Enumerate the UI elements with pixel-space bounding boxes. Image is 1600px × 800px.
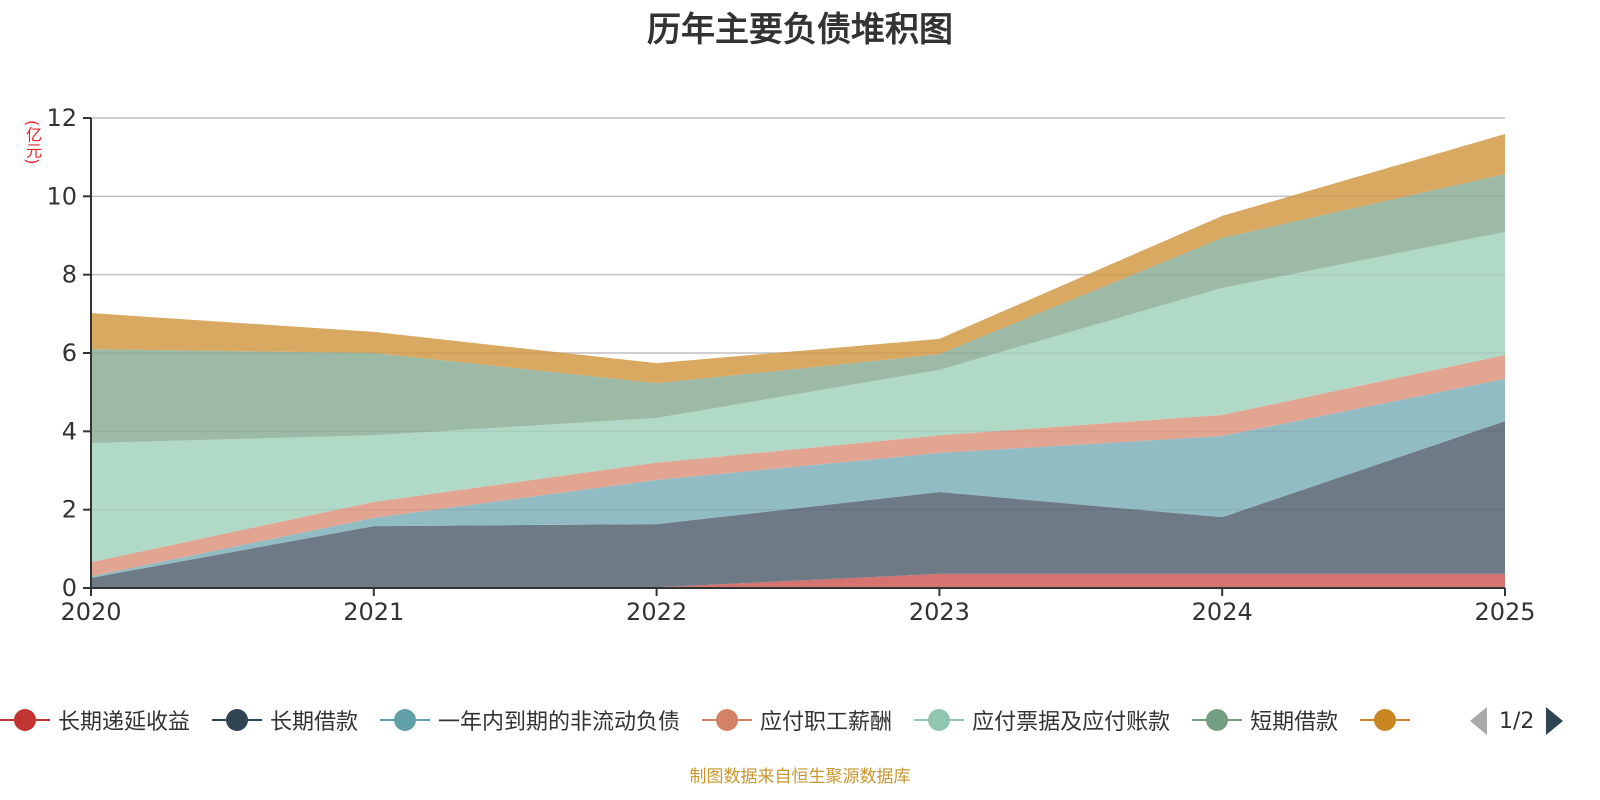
x-tick-label: 2021 — [343, 598, 404, 626]
legend-marker-icon — [212, 709, 263, 731]
legend-label: 应付职工薪酬 — [760, 710, 893, 735]
y-axis-unit-label: (亿元) — [23, 120, 42, 165]
legend-prev-page-icon[interactable] — [1470, 707, 1487, 735]
legend-item[interactable]: 一年内到期的非流动负债 — [380, 704, 680, 736]
area-series-4 — [91, 231, 1505, 563]
area-series — [91, 117, 1507, 588]
data-point — [937, 337, 941, 341]
legend-marker-icon — [380, 709, 431, 731]
x-tick-label: 2025 — [1474, 598, 1535, 626]
data-point — [1503, 132, 1507, 136]
x-tick-label: 2022 — [626, 598, 687, 626]
legend-label: 短期借款 — [1250, 710, 1339, 735]
legend: 长期递延收益 长期借款 一年内到期的非流动负债 应付职工薪酬 应付票据及应付账款 短期借款 — [0, 700, 1600, 740]
area-series-1 — [91, 421, 1505, 588]
axes: 0 2 4 6 8 10 12 2020 2021 2022 2023 2024 2025 — [46, 104, 1535, 626]
legend-label: 长期递延收益 — [58, 710, 191, 735]
legend-item[interactable]: 长期递延收益 — [0, 704, 190, 736]
data-point — [655, 361, 659, 365]
area-series-5 — [91, 174, 1505, 444]
x-tick-label: 2024 — [1192, 598, 1253, 626]
legend-next-page-icon[interactable] — [1546, 707, 1564, 735]
legend-marker-icon — [0, 709, 50, 731]
legend-item[interactable]: 短期借款 — [1192, 704, 1338, 736]
legend-label: 应付票据及应付账款 — [972, 710, 1171, 735]
legend-pager: 1/2 — [1470, 703, 1564, 739]
area-series-3 — [91, 354, 1505, 577]
data-point — [372, 330, 376, 334]
y-tick-label: 0 — [62, 574, 77, 602]
legend-marker-icon — [1360, 709, 1411, 731]
x-tick-label: 2023 — [909, 598, 970, 626]
legend-label: 长期借款 — [270, 710, 359, 735]
legend-item[interactable]: 长期借款 — [212, 704, 358, 736]
legend-item[interactable]: 应付职工薪酬 — [702, 704, 892, 736]
area-series-0 — [91, 573, 1505, 588]
legend-marker-icon — [914, 709, 965, 731]
data-source-note: 制图数据来自恒生聚源数据库 — [689, 767, 911, 787]
legend-marker-icon — [1192, 709, 1243, 731]
x-tick-label: 2020 — [60, 598, 121, 626]
chart-title: 历年主要负债堆积图 — [647, 10, 953, 50]
y-tick-label: 4 — [62, 417, 77, 445]
y-tick-label: 8 — [62, 261, 77, 289]
legend-item[interactable] — [1360, 707, 1418, 733]
y-tick-label: 2 — [62, 496, 77, 524]
data-point — [1220, 214, 1224, 218]
legend-marker-icon — [702, 709, 753, 731]
y-tick-label: 10 — [46, 182, 77, 210]
y-tick-label: 12 — [46, 104, 77, 132]
legend-label: 一年内到期的非流动负债 — [438, 710, 681, 735]
stacked-area-chart: 0 2 4 6 8 10 12 2020 2021 2022 2023 2024 2025 — [46, 104, 1535, 626]
legend-page-indicator: 1/2 — [1499, 708, 1535, 734]
y-tick-label: 6 — [62, 339, 77, 367]
legend-item[interactable]: 应付票据及应付账款 — [914, 704, 1170, 736]
area-series-2 — [91, 378, 1505, 578]
